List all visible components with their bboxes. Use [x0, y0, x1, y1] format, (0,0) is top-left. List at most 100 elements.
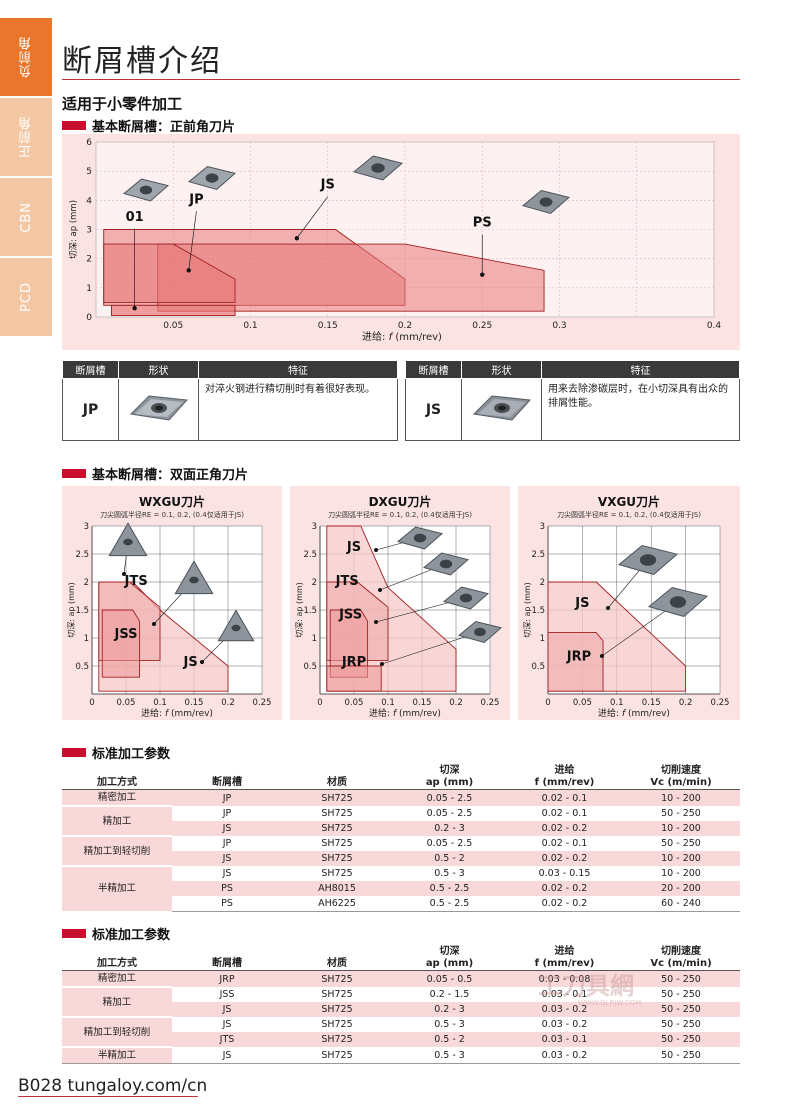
section-marker: [62, 121, 86, 130]
region-marker: [122, 572, 126, 576]
table-cell: SH725: [321, 838, 353, 849]
table-cell: 10 - 200: [622, 821, 740, 836]
machining-method: 精密加工: [62, 970, 172, 988]
table-cell: JS: [222, 868, 232, 879]
side-tabs: 负前角 正前角 CBN PCD: [0, 18, 52, 338]
table-cell: 0.03 - 0.2: [541, 1019, 588, 1030]
sidetab-positive-rake[interactable]: 正前角: [0, 98, 52, 176]
sidetab-negative-rake[interactable]: 负前角: [0, 18, 52, 96]
footer-url[interactable]: tungaloy.com/cn: [67, 1076, 208, 1096]
machining-method: 精密加工: [62, 789, 172, 807]
x-tick-label: 0: [89, 698, 94, 708]
region-marker: [380, 662, 384, 666]
table-cell: 0.02 - 0.2: [507, 851, 622, 866]
insert-image: [118, 378, 199, 441]
col-header: 切深 ap (mm): [392, 946, 507, 971]
y-tick-label: 2: [540, 578, 545, 588]
machining-method: 精加工到轻切削: [62, 1017, 172, 1048]
x-axis-label: 进给: f (mm/rev): [141, 707, 213, 719]
x-tick-label: 0.25: [711, 698, 730, 708]
table-cell: 60 - 240: [622, 896, 740, 912]
subsection-params-2: 标准加工参数: [62, 924, 170, 943]
region-01: [111, 304, 236, 316]
x-tick-label: 0.2: [449, 698, 463, 708]
y-tick-label: 2.5: [75, 550, 89, 560]
x-tick-label: 0.1: [610, 698, 624, 708]
table-row: 精加工到轻切削 JS SH725 0.5 - 3 0.03 - 0.2 50 - 250: [62, 1017, 740, 1048]
table-cell: 50 - 250: [661, 1019, 701, 1030]
y-tick-label: 1: [84, 634, 89, 644]
sidetab-cbn[interactable]: CBN: [0, 178, 52, 256]
y-axis-label: 切深: ap (mm): [523, 582, 532, 638]
table-cell: 0.02 - 0.2: [507, 821, 622, 836]
x-tick-label: 0: [317, 698, 322, 708]
table-cell: SH725: [321, 1019, 353, 1030]
x-tick-label: 0.15: [318, 321, 338, 331]
table-row: JTS SH725 0.5 - 2 0.03 - 0.1 50 - 250: [62, 1032, 740, 1047]
x-tick-label: 0.15: [642, 698, 661, 708]
region-marker: [480, 272, 485, 277]
table-cell: 50 - 250: [622, 1002, 740, 1017]
x-tick-label: 0.25: [472, 321, 492, 331]
subsection-double-positive: 基本断屑槽：双面正角刀片: [62, 464, 248, 483]
table-cell: JS: [222, 1019, 232, 1030]
leader-line: [381, 631, 481, 665]
table-row: PS AH8015 0.5 - 2.5 0.02 - 0.2 20 - 200: [62, 881, 740, 896]
table-cell: PS: [172, 896, 282, 912]
table-row: JS SH725 0.5 - 2 0.02 - 0.2 10 - 200: [62, 851, 740, 866]
region-label: JSS: [338, 607, 362, 622]
table-cell: JSS: [219, 989, 235, 1000]
table-row: PS AH6225 0.5 - 2.5 0.02 - 0.2 60 - 240: [62, 896, 740, 912]
x-tick-label: 0.05: [117, 698, 136, 708]
region-label: JTS: [335, 574, 359, 589]
y-tick-label: 3: [84, 522, 89, 532]
region-JRP: [326, 665, 382, 692]
table-cell: JRP: [172, 970, 282, 987]
table-cell: JS: [172, 851, 282, 866]
table-row: 半精加工 JS SH725 0.5 - 3 0.03 - 0.2 50 - 250: [62, 1047, 740, 1064]
table-cell: JS: [172, 1047, 282, 1064]
table-cell: 0.02 - 0.1: [507, 789, 622, 806]
region-marker: [606, 606, 610, 610]
region-JP: [103, 243, 236, 303]
table-cell: 0.5 - 3: [434, 868, 465, 879]
table-cell: 50 - 250: [622, 1047, 740, 1064]
feature-table-right: 断屑槽 形状 特征 JS 用来去除渗碳层时，在小切深具有出众的排屑性能。: [405, 360, 740, 441]
col-header: 形状: [118, 360, 199, 379]
x-tick-label: 0.25: [481, 698, 500, 708]
table-cell: 50 - 250: [661, 838, 701, 849]
x-tick-label: 0.2: [221, 698, 235, 708]
table-cell: 0.5 - 2: [392, 1032, 507, 1047]
chart-note: 刀尖圆弧半径RE = 0.1, 0.2, (0.4仅适用于JS): [328, 510, 472, 519]
y-tick-label: 2.5: [531, 550, 545, 560]
table-cell: JP: [172, 789, 282, 806]
x-axis-label: 进给: f (mm/rev): [362, 330, 442, 343]
subsection-label: 基本断屑槽：双面正角刀片: [92, 468, 249, 483]
table-row: JS SH725 0.2 - 3 0.02 - 0.2 10 - 200: [62, 821, 740, 836]
table-cell: 0.03 - 0.2: [507, 1047, 622, 1064]
table-cell: SH725: [282, 1002, 392, 1017]
col-header: 特征: [198, 360, 398, 379]
feature-description: 对淬火钢进行精切削时有着很好表现。: [198, 378, 398, 441]
chart-wxgu: WXGU刀片 刀尖圆弧半径RE = 0.1, 0.2, (0.4仅适用于JS) JS…: [62, 486, 282, 720]
sidetab-pcd[interactable]: PCD: [0, 258, 52, 336]
footer-divider: [18, 1096, 198, 1097]
y-tick-label: 3: [312, 522, 317, 532]
table-row: 精密加工 JP SH725 0.05 - 2.5 0.02 - 0.1 10 - 200: [62, 789, 740, 807]
table-cell: 0.05 - 2.5: [426, 808, 473, 819]
x-tick-label: 0: [545, 698, 550, 708]
col-header: 材质: [282, 765, 392, 790]
page-title: 断屑槽介绍: [62, 44, 222, 79]
y-tick-label: 5: [86, 167, 92, 177]
table-cell: 0.02 - 0.1: [541, 838, 588, 849]
sidetab-label: PCD: [18, 282, 34, 312]
table-cell: SH725: [321, 808, 353, 819]
subsection-label: 基本断屑槽：正前角刀片: [92, 120, 236, 135]
title-divider: [62, 79, 740, 80]
y-tick-label: 3: [86, 226, 92, 236]
chart-dxgu: DXGU刀片 刀尖圆弧半径RE = 0.1, 0.2, (0.4仅适用于JS) JS…: [290, 486, 510, 720]
table-cell: 50 - 250: [661, 989, 701, 1000]
col-header: 材质: [282, 946, 392, 971]
